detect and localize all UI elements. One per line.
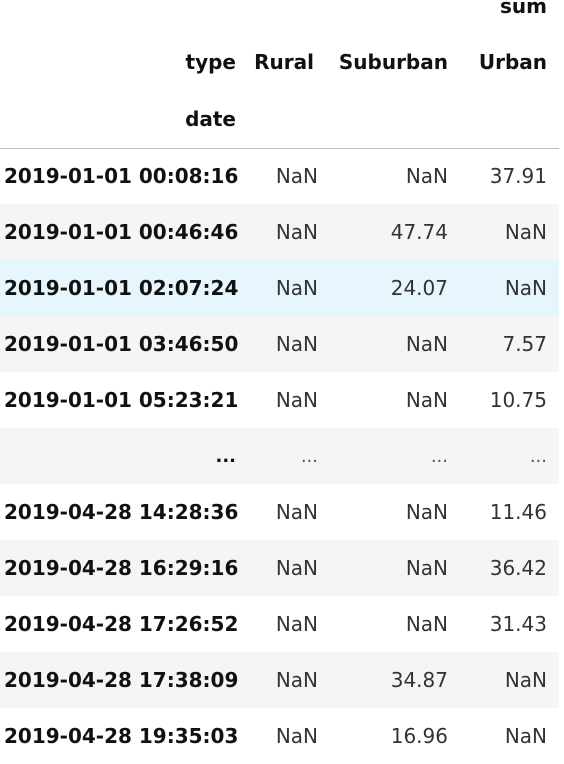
cell-rural: NaN	[275, 500, 318, 524]
header-blank-cell	[326, 0, 460, 34]
table-row: 2019-04-28 17:38:09 NaN 34.87 NaN	[0, 652, 559, 708]
header-top-level-label: sum	[460, 0, 559, 34]
cell-rural: NaN	[275, 388, 318, 412]
row-index-cell: 2019-04-28 14:28:36	[4, 500, 239, 524]
row-index-cell: 2019-01-01 03:46:50	[4, 332, 239, 356]
cell-urban: NaN	[504, 276, 547, 300]
cell-urban: NaN	[504, 724, 547, 748]
index-name-label: date	[0, 90, 246, 149]
cell-suburban: NaN	[405, 612, 448, 636]
header-row-index-name: date	[0, 90, 559, 149]
cell-suburban: 24.07	[390, 276, 448, 300]
cell-rural: NaN	[275, 164, 318, 189]
table-row: 2019-04-28 17:26:52 NaN NaN 31.43	[0, 596, 559, 652]
table-row: 2019-04-28 19:35:03 NaN 16.96 NaN	[0, 708, 559, 764]
cell-suburban: NaN	[405, 332, 448, 356]
cell-rural: NaN	[275, 724, 318, 748]
table-row: 2019-04-28 16:29:16 NaN NaN 36.42	[0, 540, 559, 596]
column-header-rural: Rural	[254, 50, 314, 74]
table-row: 2019-04-28 14:28:36 NaN NaN 11.46	[0, 484, 559, 540]
row-index-cell: 2019-01-01 00:08:16	[4, 164, 239, 189]
cell-suburban: 16.96	[390, 724, 448, 748]
header-blank-cell	[0, 0, 246, 34]
cell-suburban: ...	[430, 445, 448, 467]
cell-urban: 37.91	[489, 164, 547, 189]
header-sum-label: sum	[500, 0, 547, 18]
row-index-cell: 2019-04-28 17:38:09	[4, 668, 239, 692]
row-index-cell: 2019-01-01 05:23:21	[4, 388, 239, 412]
header-blank-cell	[326, 90, 460, 149]
table-row-ellipsis: ... ... ... ...	[0, 428, 559, 484]
column-header-urban: Urban	[478, 50, 547, 74]
table-row: 2019-01-01 00:46:46 NaN 47.74 NaN	[0, 204, 559, 260]
cell-urban: ...	[529, 445, 547, 467]
cell-rural: NaN	[275, 556, 318, 580]
table-row-hovered: 2019-01-01 02:07:24 NaN 24.07 NaN	[0, 260, 559, 316]
cell-suburban: NaN	[405, 164, 448, 189]
cell-urban: NaN	[504, 220, 547, 244]
cell-rural: NaN	[275, 276, 318, 300]
row-index-cell: 2019-04-28 19:35:03	[4, 724, 239, 748]
cell-urban: NaN	[504, 668, 547, 692]
cell-suburban: 34.87	[390, 668, 448, 692]
table-row: 2019-01-01 03:46:50 NaN NaN 7.57	[0, 316, 559, 372]
cell-urban: 10.75	[489, 388, 547, 412]
cell-urban: 36.42	[489, 556, 547, 580]
cell-rural: NaN	[275, 332, 318, 356]
cell-urban: 31.43	[489, 612, 547, 636]
header-row-top-level: sum	[0, 0, 559, 34]
row-index-cell: 2019-04-28 16:29:16	[4, 556, 239, 580]
row-index-cell: 2019-01-01 02:07:24	[4, 276, 239, 300]
cell-rural: NaN	[275, 612, 318, 636]
table-row: 2019-01-01 00:08:16 NaN NaN 37.91	[0, 148, 559, 204]
table-header: sum type Rural Suburban Urban date	[0, 0, 559, 149]
column-header-suburban: Suburban	[338, 50, 448, 74]
table-body: 2019-01-01 00:08:16 NaN NaN 37.91 2019-0…	[0, 148, 559, 764]
cell-rural: NaN	[275, 668, 318, 692]
header-blank-cell	[460, 90, 559, 149]
cell-suburban: 47.74	[390, 220, 448, 244]
header-blank-cell	[246, 90, 326, 149]
row-index-cell: ...	[215, 445, 236, 467]
cell-urban: 7.57	[502, 332, 547, 356]
columns-name-label: type	[185, 50, 236, 74]
cell-rural: NaN	[275, 220, 318, 244]
cell-suburban: NaN	[405, 556, 448, 580]
cell-suburban: NaN	[405, 388, 448, 412]
cell-suburban: NaN	[405, 500, 448, 524]
row-index-cell: 2019-01-01 00:46:46	[4, 220, 239, 244]
cell-urban: 11.46	[489, 500, 547, 524]
row-index-cell: 2019-04-28 17:26:52	[4, 612, 239, 636]
header-row-columns: type Rural Suburban Urban	[0, 34, 559, 90]
cell-rural: ...	[300, 445, 318, 467]
table-row: 2019-01-01 05:23:21 NaN NaN 10.75	[0, 372, 559, 428]
header-blank-cell	[246, 0, 326, 34]
